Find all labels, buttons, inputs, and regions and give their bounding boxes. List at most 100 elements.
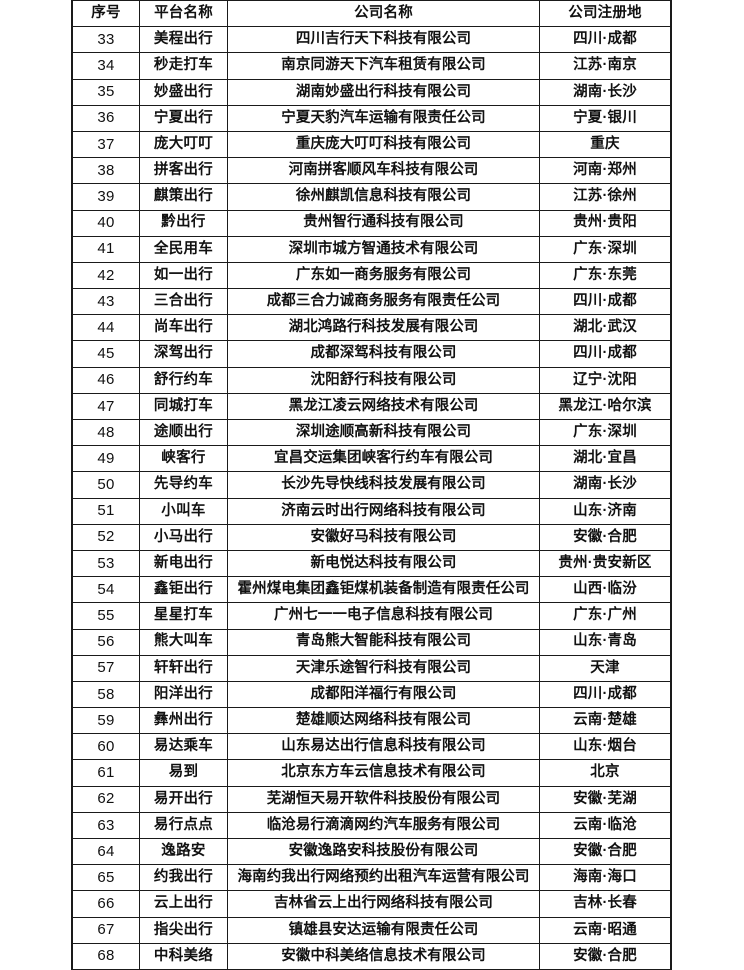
cell-location: 四川·成都 [539,340,671,368]
column-header-platform: 平台名称 [139,0,228,28]
cell-location: 湖北·宜昌 [539,445,671,473]
cell-location: 安徽·合肥 [539,523,671,551]
cell-index: 55 [72,602,140,630]
column-header-index: 序号 [72,0,140,28]
cell-platform: 约我出行 [139,864,228,892]
cell-company: 湖北鸿路行科技发展有限公司 [227,314,540,342]
cell-index: 53 [72,549,140,578]
table-row: 38 拼客出行 河南拼客顺风车科技有限公司 河南·郑州 [72,157,671,185]
cell-company: 深圳市城方智通技术有限公司 [227,235,540,263]
cell-platform: 全民用车 [139,235,228,263]
cell-company: 成都三合力诚商务服务有限责任公司 [227,288,540,316]
cell-platform: 彝州出行 [139,707,228,735]
cell-location: 重庆 [539,130,671,159]
cell-index: 45 [72,340,140,368]
registry-table-container: 序号 平台名称 公司名称 公司注册地 33 美程出行 四川吉行天下科技有限公司 四川·… [71,0,672,970]
cell-location: 吉林·长春 [539,890,671,918]
cell-index: 66 [72,890,140,918]
cell-location: 广东·东莞 [539,261,671,290]
table-row: 33 美程出行 四川吉行天下科技有限公司 四川·成都 [72,26,671,54]
cell-company: 徐州麒凯信息科技有限公司 [227,183,540,211]
cell-index: 60 [72,733,140,761]
cell-company: 镇雄县安达运输有限责任公司 [227,916,540,944]
table-row: 56 熊大叫车 青岛熊大智能科技有限公司 山东·青岛 [72,628,671,656]
table-row: 64 逸路安 安徽逸路安科技股份有限公司 安徽·合肥 [72,837,671,866]
table-row: 67 指尖出行 镇雄县安达运输有限责任公司 云南·昭通 [72,916,671,944]
cell-index: 43 [72,288,140,316]
cell-index: 51 [72,497,140,525]
cell-index: 38 [72,157,140,185]
cell-platform: 星星打车 [139,602,228,630]
column-header-location: 公司注册地 [539,0,671,28]
table-row: 59 彝州出行 楚雄顺达网络科技有限公司 云南·楚雄 [72,707,671,735]
table-header: 序号 平台名称 公司名称 公司注册地 [72,0,671,28]
table-row: 60 易达乘车 山东易达出行信息科技有限公司 山东·烟台 [72,733,671,761]
cell-index: 34 [72,52,140,80]
cell-index: 63 [72,811,140,840]
cell-platform: 鑫钜出行 [139,576,228,604]
cell-platform: 易行点点 [139,811,228,840]
table-row: 61 易到 北京东方车云信息技术有限公司 北京 [72,759,671,787]
cell-location: 安徽·合肥 [539,837,671,866]
cell-platform: 新电出行 [139,549,228,578]
cell-platform: 轩轩出行 [139,654,228,682]
cell-location: 广东·深圳 [539,418,671,447]
cell-platform: 先导约车 [139,471,228,499]
cell-company: 安徽逸路安科技股份有限公司 [227,837,540,866]
cell-platform: 途顺出行 [139,418,228,447]
cell-company: 南京同游天下汽车租赁有限公司 [227,52,540,80]
cell-location: 云南·楚雄 [539,707,671,735]
cell-location: 安徽·芜湖 [539,785,671,813]
cell-location: 云南·临沧 [539,811,671,840]
cell-location: 广东·深圳 [539,235,671,263]
cell-platform: 易到 [139,759,228,787]
cell-location: 黑龙江·哈尔滨 [539,392,671,421]
cell-company: 吉林省云上出行网络科技有限公司 [227,890,540,918]
cell-company: 深圳途顺高新科技有限公司 [227,418,540,447]
table-row: 37 庞大叮叮 重庆庞大叮叮科技有限公司 重庆 [72,130,671,159]
cell-platform: 庞大叮叮 [139,130,228,159]
table-row: 34 秒走打车 南京同游天下汽车租赁有限公司 江苏·南京 [72,52,671,80]
cell-company: 成都阳洋福行有限公司 [227,680,540,709]
cell-platform: 舒行约车 [139,366,228,394]
cell-index: 68 [72,942,140,970]
cell-index: 61 [72,759,140,787]
cell-platform: 妙盛出行 [139,78,228,106]
cell-index: 37 [72,130,140,159]
cell-platform: 云上出行 [139,890,228,918]
cell-company: 新电悦达科技有限公司 [227,549,540,578]
table-row: 50 先导约车 长沙先导快线科技发展有限公司 湖南·长沙 [72,471,671,499]
cell-platform: 易达乘车 [139,733,228,761]
table-row: 62 易开出行 芜湖恒天易开软件科技股份有限公司 安徽·芜湖 [72,785,671,813]
table-row: 36 宁夏出行 宁夏天豹汽车运输有限责任公司 宁夏·银川 [72,104,671,132]
cell-company: 天津乐途智行科技有限公司 [227,654,540,682]
table-row: 52 小马出行 安徽好马科技有限公司 安徽·合肥 [72,523,671,551]
cell-location: 云南·昭通 [539,916,671,944]
table-row: 40 黔出行 贵州智行通科技有限公司 贵州·贵阳 [72,209,671,237]
cell-index: 42 [72,261,140,290]
cell-index: 36 [72,104,140,132]
cell-company: 四川吉行天下科技有限公司 [227,26,540,54]
cell-platform: 麒策出行 [139,183,228,211]
cell-company: 重庆庞大叮叮科技有限公司 [227,130,540,159]
cell-index: 48 [72,418,140,447]
cell-location: 北京 [539,759,671,787]
cell-company: 广州七一一电子信息科技有限公司 [227,602,540,630]
cell-company: 芜湖恒天易开软件科技股份有限公司 [227,785,540,813]
cell-location: 四川·成都 [539,288,671,316]
cell-platform: 阳洋出行 [139,680,228,709]
cell-platform: 熊大叫车 [139,628,228,656]
cell-index: 56 [72,628,140,656]
table-row: 57 轩轩出行 天津乐途智行科技有限公司 天津 [72,654,671,682]
cell-location: 湖南·长沙 [539,471,671,499]
cell-index: 57 [72,654,140,682]
cell-index: 44 [72,314,140,342]
cell-index: 62 [72,785,140,813]
cell-company: 山东易达出行信息科技有限公司 [227,733,540,761]
table-row: 63 易行点点 临沧易行滴滴网约汽车服务有限公司 云南·临沧 [72,811,671,840]
cell-index: 64 [72,837,140,866]
table-row: 49 峡客行 宜昌交运集团峡客行约车有限公司 湖北·宜昌 [72,445,671,473]
column-header-company: 公司名称 [227,0,540,28]
cell-platform: 小马出行 [139,523,228,551]
cell-index: 54 [72,576,140,604]
